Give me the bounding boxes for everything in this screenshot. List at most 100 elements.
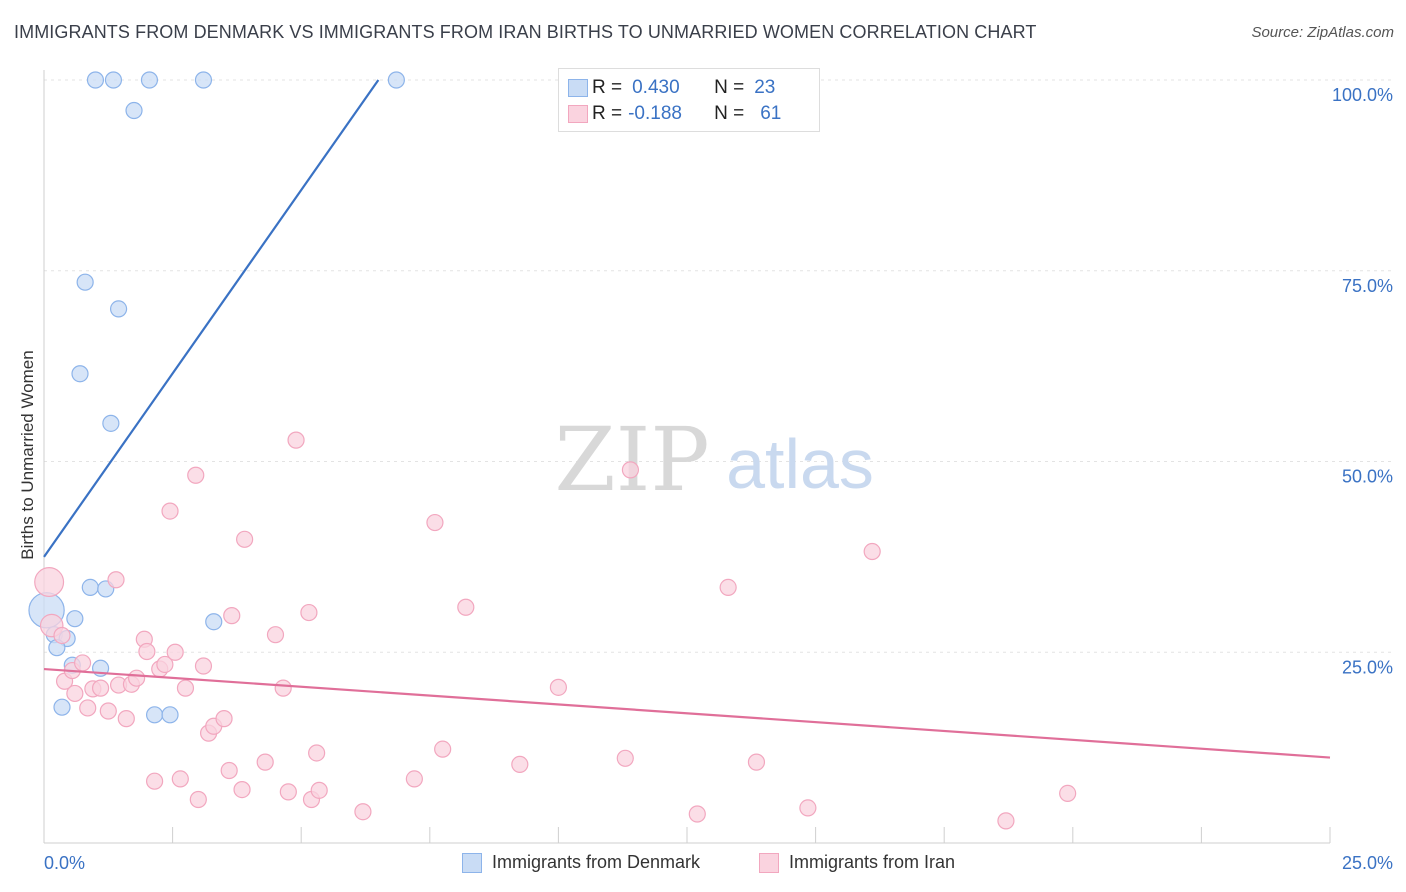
point-denmark-9 (102, 414, 120, 432)
point-denmark-4 (387, 71, 405, 89)
point-denmark-7 (109, 300, 128, 318)
point-iran-58 (997, 812, 1015, 830)
point-iran-44 (354, 803, 372, 821)
chart-title: IMMIGRANTS FROM DENMARK VS IMMIGRANTS FR… (14, 22, 1037, 42)
point-iran-50 (549, 678, 568, 696)
point-denmark-1 (104, 71, 123, 89)
point-iran-0 (34, 567, 65, 598)
series-legend: Immigrants from Denmark Immigrants from … (0, 852, 1406, 876)
point-iran-20 (156, 655, 174, 674)
point-denmark-6 (76, 273, 94, 291)
point-iran-35 (256, 753, 274, 771)
point-denmark-21 (145, 706, 164, 724)
point-denmark-11 (81, 578, 99, 596)
point-iran-51 (616, 749, 634, 767)
point-iran-5 (66, 684, 84, 703)
legend-swatch-iran (568, 105, 588, 123)
point-iran-38 (279, 783, 297, 801)
legend-n-label: N = (714, 103, 745, 124)
point-iran-23 (171, 770, 189, 788)
point-iran-9 (91, 679, 110, 697)
legend-n-denmark: 23 (754, 77, 776, 98)
point-iran-37 (274, 679, 292, 697)
y-tick-label-3: 100.0% (1332, 85, 1393, 105)
legend-label-denmark: Immigrants from Denmark (492, 852, 701, 872)
point-iran-15 (127, 669, 146, 687)
point-denmark-20 (53, 698, 71, 716)
point-denmark-22 (161, 706, 179, 724)
legend-swatch-denmark (462, 852, 482, 873)
point-iran-6 (73, 654, 92, 672)
legend-r-iran: -0.188 (628, 103, 682, 124)
watermark: ZIP atlas (554, 408, 874, 511)
correlation-legend: R = 0.430 N = 23 R = -0.188 N = 61 (558, 68, 820, 132)
point-iran-45 (405, 770, 423, 788)
point-iran-21 (161, 502, 179, 520)
point-iran-32 (223, 607, 241, 625)
point-denmark-5 (125, 101, 143, 120)
point-iran-25 (187, 466, 205, 484)
point-iran-46 (426, 513, 444, 532)
point-denmark-0 (86, 71, 105, 89)
point-iran-53 (688, 805, 706, 823)
point-iran-34 (236, 530, 254, 548)
point-iran-39 (287, 431, 305, 449)
point-iran-49 (511, 755, 529, 774)
point-denmark-13 (66, 610, 84, 628)
point-iran-47 (434, 740, 452, 758)
point-iran-43 (310, 781, 328, 799)
legend-row-denmark: R = 0.430 N = 23 (568, 77, 776, 99)
point-iran-10 (99, 702, 117, 720)
point-iran-27 (194, 657, 213, 675)
point-denmark-8 (71, 365, 89, 383)
point-iran-54 (719, 578, 737, 596)
point-denmark-2 (140, 71, 159, 89)
legend-r-label: R = (592, 103, 623, 124)
point-iran-2 (53, 626, 71, 645)
legend-row-iran: R = -0.188 N = 61 (568, 103, 782, 125)
point-iran-11 (107, 571, 125, 589)
grid-lines (44, 79, 1392, 653)
trend-line-denmark (43, 79, 380, 558)
point-denmark-14 (205, 613, 223, 631)
data-points (28, 71, 1077, 830)
point-iran-57 (863, 542, 881, 561)
point-iran-42 (308, 744, 326, 762)
legend-swatch-iran (759, 852, 779, 873)
point-iran-7 (79, 699, 97, 717)
point-iran-56 (799, 799, 817, 817)
point-iran-30 (215, 710, 233, 728)
point-iran-36 (266, 626, 285, 644)
x-tick-label-1: 25.0% (1342, 853, 1393, 873)
legend-r-label: R = (592, 77, 623, 98)
y-tick-label-0: 25.0% (1342, 657, 1393, 677)
point-iran-55 (747, 753, 766, 771)
point-iran-17 (138, 642, 156, 661)
point-iran-26 (189, 790, 207, 809)
legend-r-denmark: 0.430 (632, 77, 680, 98)
point-iran-22 (166, 643, 184, 661)
tick-labels: 25.0% 50.0% 75.0% 100.0% 0.0% 25.0% (44, 85, 1393, 873)
legend-n-label: N = (714, 77, 745, 98)
point-iran-40 (300, 603, 318, 622)
y-tick-label-1: 50.0% (1342, 467, 1393, 487)
axes (43, 70, 1331, 844)
point-iran-59 (1059, 784, 1077, 803)
legend-n-iran: 61 (760, 103, 782, 124)
watermark-zip: ZIP (554, 408, 709, 511)
point-denmark-3 (194, 71, 213, 89)
legend-item-iran[interactable]: Immigrants from Iran (759, 852, 955, 873)
legend-item-denmark[interactable]: Immigrants from Denmark (462, 852, 700, 873)
point-iran-18 (145, 772, 164, 790)
point-iran-52 (621, 461, 640, 479)
trend-lines (43, 79, 1331, 759)
point-iran-33 (233, 780, 251, 799)
y-tick-label-2: 75.0% (1342, 276, 1393, 296)
point-iran-48 (457, 598, 475, 616)
point-iran-31 (220, 761, 238, 780)
legend-label-iran: Immigrants from Iran (789, 852, 956, 872)
trend-line-iran (43, 667, 1331, 759)
point-iran-24 (176, 679, 195, 697)
legend-swatch-denmark (568, 79, 588, 97)
